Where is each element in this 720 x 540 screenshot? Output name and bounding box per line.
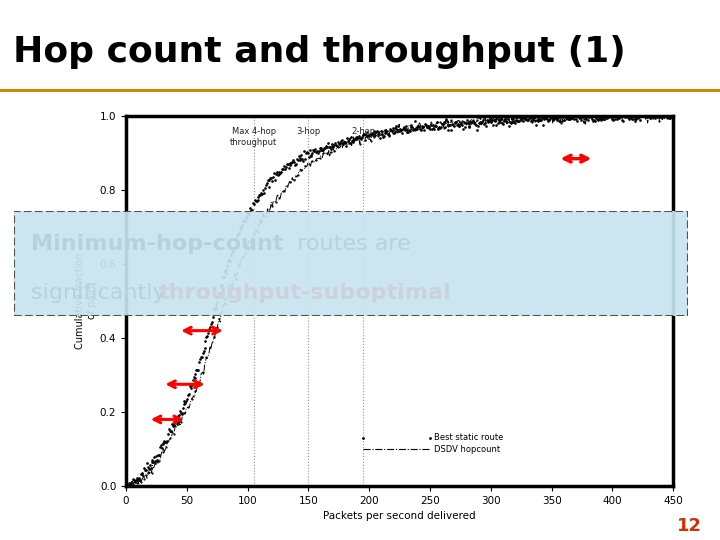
Text: 12: 12 bbox=[677, 517, 702, 535]
Text: Best static route: Best static route bbox=[433, 434, 503, 442]
Text: throughput-suboptimal: throughput-suboptimal bbox=[159, 283, 451, 303]
Best static route bbox=[122, 483, 131, 489]
DSDV hopcount bbox=[122, 483, 130, 489]
Text: Minimum-hop-count: Minimum-hop-count bbox=[31, 234, 284, 254]
DSDV hopcount bbox=[488, 119, 497, 126]
Best static route bbox=[122, 479, 130, 485]
Best static route bbox=[526, 113, 534, 119]
Line: DSDV hopcount: DSDV hopcount bbox=[125, 115, 674, 487]
Best static route bbox=[536, 117, 544, 124]
Best static route bbox=[264, 177, 272, 184]
Text: significantly: significantly bbox=[31, 283, 173, 303]
DSDV hopcount bbox=[122, 483, 131, 489]
DSDV hopcount bbox=[515, 113, 523, 119]
Best static route bbox=[445, 122, 454, 128]
Best static route bbox=[488, 117, 497, 123]
Y-axis label: Cumulative fraction
of pairs: Cumulative fraction of pairs bbox=[76, 253, 97, 349]
DSDV hopcount bbox=[669, 113, 678, 119]
Text: DSDV hopcount: DSDV hopcount bbox=[433, 444, 500, 454]
Text: 3-hop: 3-hop bbox=[296, 127, 320, 136]
Best static route bbox=[370, 130, 379, 136]
Text: Max 4-hop
throughput: Max 4-hop throughput bbox=[230, 127, 277, 146]
Best static route bbox=[220, 274, 228, 280]
Best static route bbox=[669, 113, 678, 120]
DSDV hopcount bbox=[445, 120, 454, 127]
DSDV hopcount bbox=[264, 205, 272, 212]
X-axis label: Packets per second delivered: Packets per second delivered bbox=[323, 511, 476, 521]
DSDV hopcount bbox=[220, 301, 228, 307]
Text: Hop count and throughput (1): Hop count and throughput (1) bbox=[13, 35, 626, 69]
Line: Best static route: Best static route bbox=[125, 115, 675, 487]
Text: 2-hop: 2-hop bbox=[351, 127, 375, 136]
DSDV hopcount bbox=[370, 133, 379, 140]
DSDV hopcount bbox=[536, 113, 544, 119]
Text: routes are: routes are bbox=[290, 234, 411, 254]
